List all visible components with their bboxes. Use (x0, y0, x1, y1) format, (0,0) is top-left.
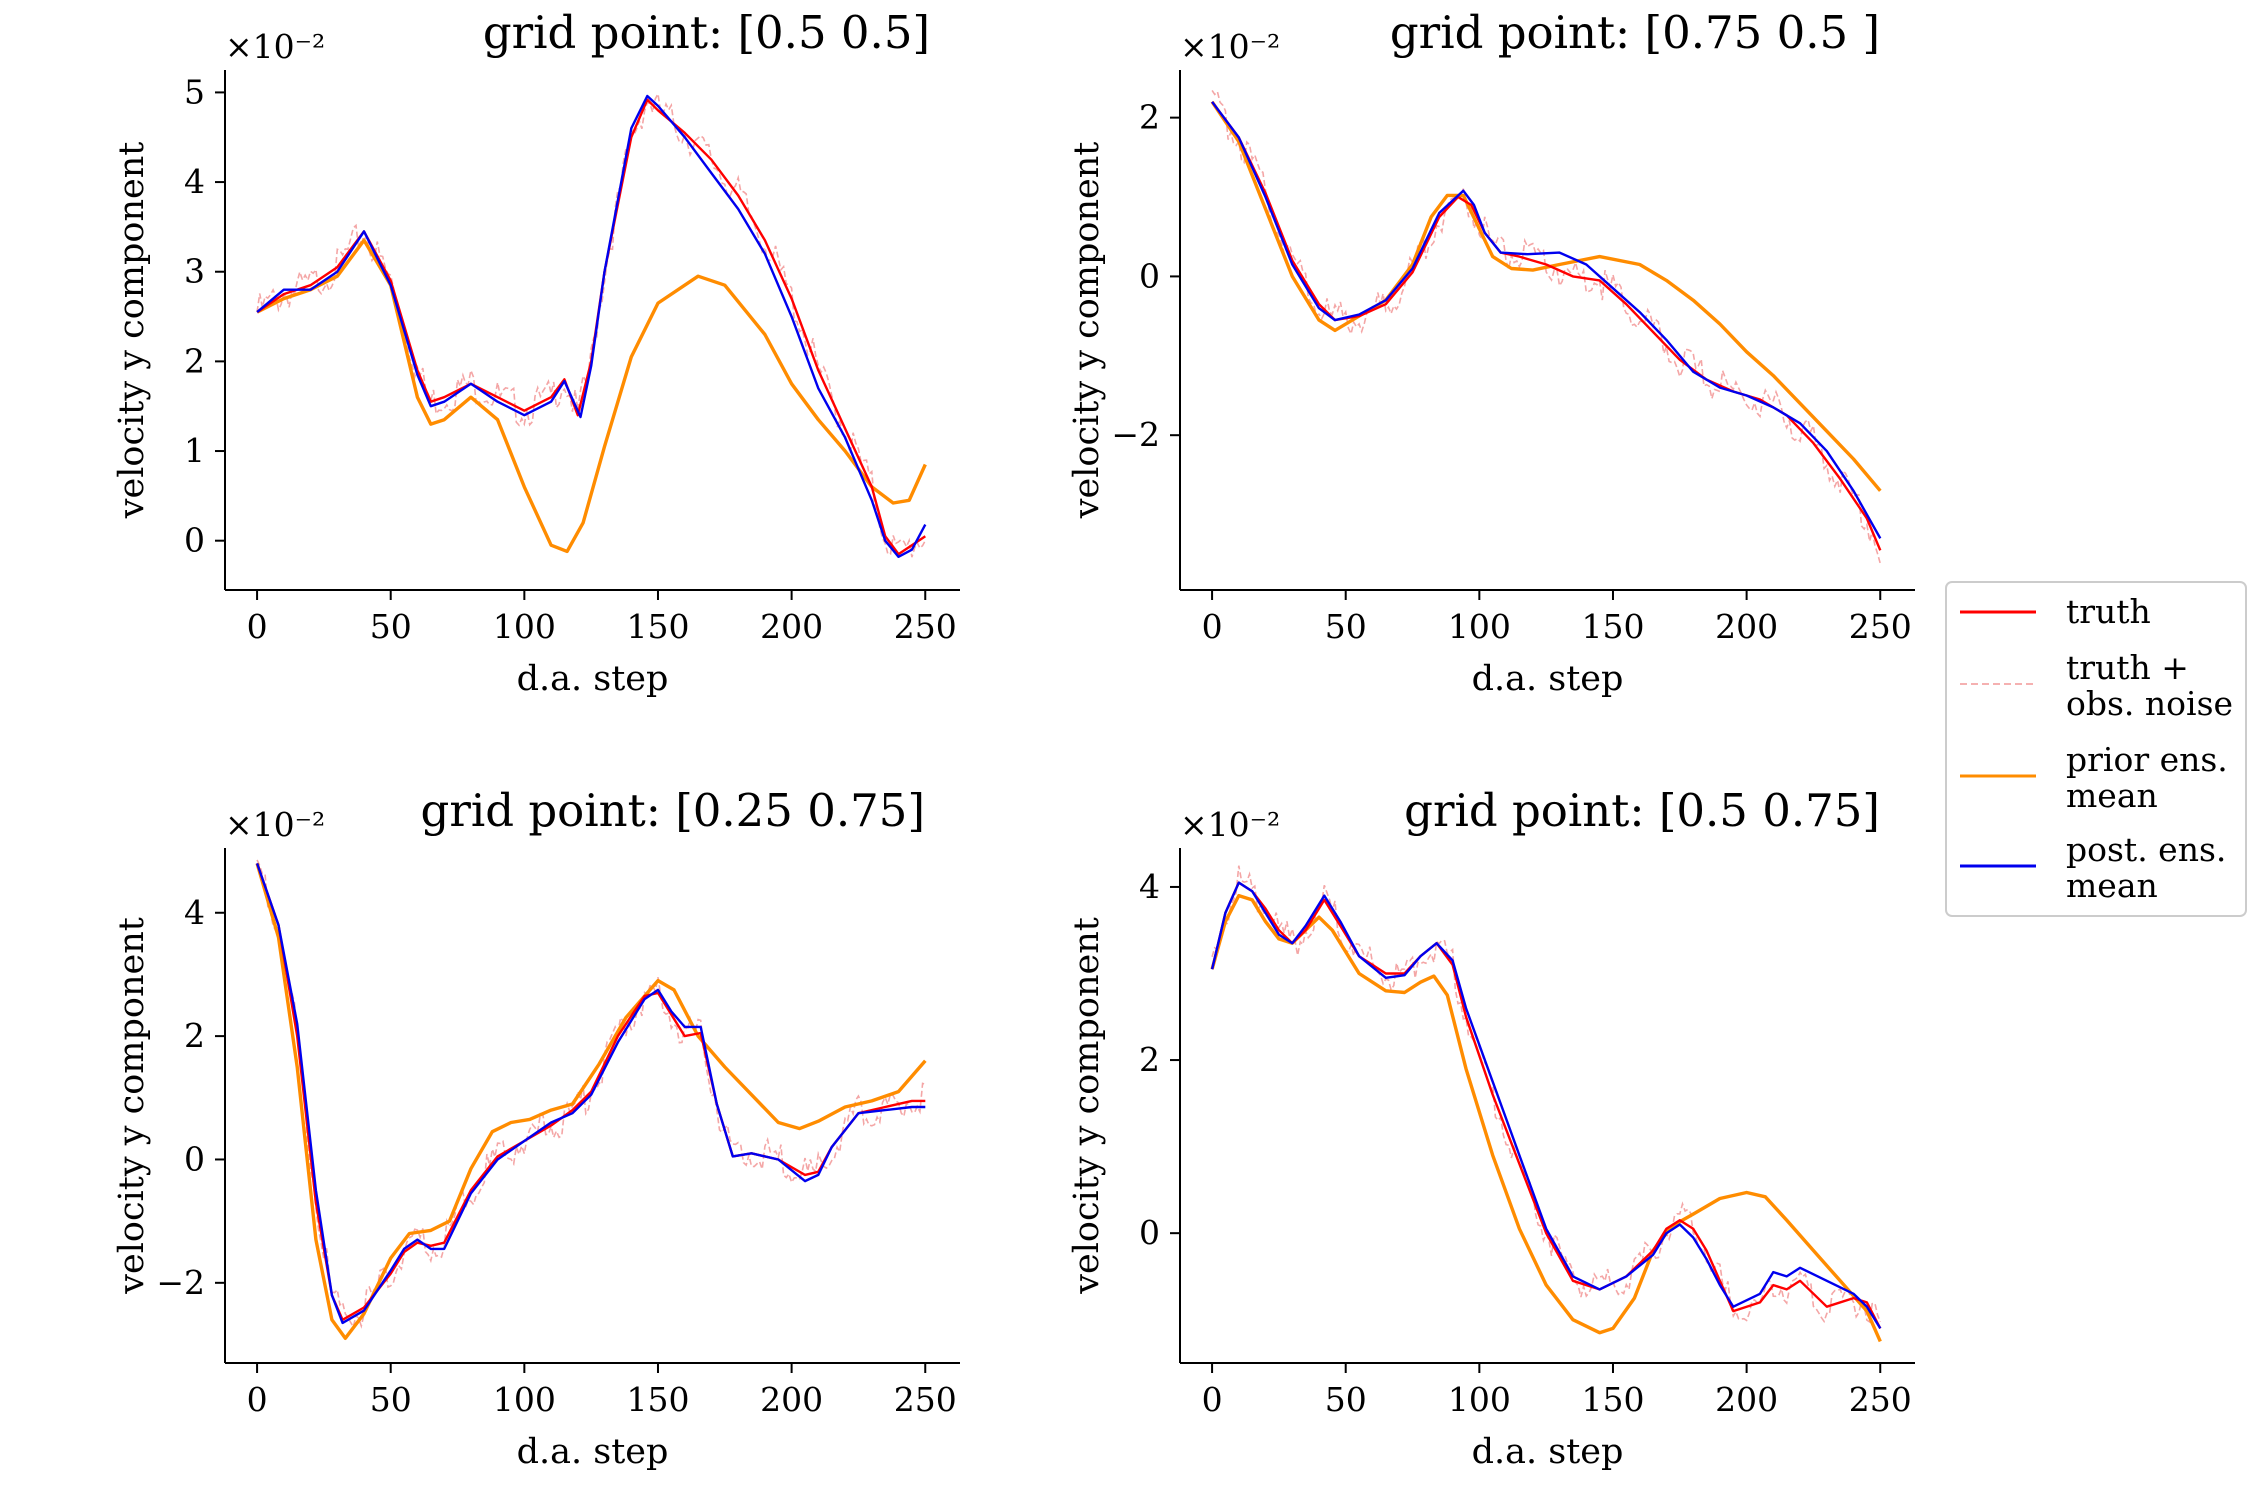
y-scale-label: ×10⁻² (225, 805, 325, 844)
series-line-prior-ens-mean (256, 238, 927, 554)
y-tick-label: −2 (1111, 415, 1160, 454)
x-tick-label: 250 (894, 1380, 957, 1419)
legend-label: truth + (2066, 648, 2189, 687)
subplot-grid-point-0.25-0.75: 0 50 100 150 200 250 −2 0 2 4 ×10⁻² grid point: [0.… (112, 784, 960, 1472)
y-axis-label: velocity y component (1067, 917, 1107, 1295)
x-axis-label: d.a. step (1472, 659, 1624, 699)
series-line-post-ens-mean (256, 94, 927, 558)
subplot-title: grid point: [0.75 0.5 ] (1390, 6, 1880, 59)
series-line-truth-obs-noise (256, 91, 927, 558)
series-line-post-ens-mean (1211, 101, 1882, 539)
series-line-post-ens-mean (255, 863, 926, 1325)
y-tick-label: 2 (1139, 98, 1160, 137)
y-tick-label: 4 (184, 893, 205, 932)
x-tick-label: 200 (1715, 1380, 1778, 1419)
series-line-prior-ens-mean (255, 862, 927, 1340)
legend-label: truth (2066, 592, 2151, 631)
x-tick-label: 100 (1448, 607, 1511, 646)
legend-frame (1945, 581, 2247, 917)
x-tick-label: 150 (1581, 1380, 1644, 1419)
x-axis-label: d.a. step (517, 1432, 669, 1472)
y-tick-label: 1 (184, 431, 205, 470)
y-tick-label: −2 (156, 1263, 205, 1302)
x-tick-label: 50 (1325, 1380, 1367, 1419)
x-tick-label: 0 (247, 1380, 268, 1419)
x-tick-label: 250 (894, 607, 957, 646)
series-line-prior-ens-mean (1210, 893, 1882, 1343)
x-tick-label: 0 (247, 607, 268, 646)
subplot-title: grid point: [0.5 0.75] (1404, 784, 1880, 837)
y-scale-label: ×10⁻² (1180, 805, 1280, 844)
y-tick-label: 4 (1139, 867, 1160, 906)
series-line-post-ens-mean (1210, 881, 1882, 1330)
y-tick-label: 0 (1139, 1213, 1160, 1252)
x-tick-label: 0 (1202, 1380, 1223, 1419)
y-tick-label: 2 (184, 1016, 205, 1055)
x-tick-label: 150 (626, 1380, 689, 1419)
subplot-grid-point-0.5-0.5: 0 50 100 150 200 250 0 1 2 3 4 5 ×10⁻² grid point: [0… (112, 6, 960, 699)
legend-label: mean (2066, 866, 2158, 905)
series-line-prior-ens-mean (1210, 100, 1882, 492)
y-axis-label: velocity y component (112, 917, 152, 1295)
legend-label: mean (2066, 776, 2158, 815)
series-line-truth (1210, 881, 1882, 1329)
y-tick-label: 4 (184, 162, 205, 201)
x-tick-label: 50 (370, 1380, 412, 1419)
x-axis-label: d.a. step (1472, 1432, 1624, 1472)
x-tick-label: 50 (1325, 607, 1367, 646)
y-tick-label: 3 (184, 252, 205, 291)
legend-label: prior ens. (2066, 740, 2228, 779)
subplot-grid-point-0.75-0.5: 0 50 100 150 200 250 −2 0 2 ×10⁻² grid point: [0.7… (1067, 6, 1915, 699)
legend-label: post. ens. (2066, 830, 2226, 869)
series-line-truth-obs-noise (1211, 89, 1882, 564)
y-tick-label: 0 (184, 1139, 205, 1178)
y-scale-label: ×10⁻² (225, 27, 325, 66)
x-tick-label: 100 (493, 1380, 556, 1419)
x-tick-label: 150 (1581, 607, 1644, 646)
series-line-truth-obs-noise (256, 859, 926, 1330)
y-tick-label: 0 (184, 521, 205, 560)
y-axis-label: velocity y component (112, 142, 152, 520)
x-tick-label: 0 (1202, 607, 1223, 646)
subplot-grid-point-0.5-0.75: 0 50 100 150 200 250 0 2 4 ×10⁻² grid point: [0.5 … (1067, 784, 1915, 1472)
subplot-title: grid point: [0.5 0.5] (483, 6, 930, 59)
series-line-truth (255, 863, 926, 1321)
x-tick-label: 200 (1715, 607, 1778, 646)
subplot-title: grid point: [0.25 0.75] (421, 784, 925, 837)
x-tick-label: 100 (1448, 1380, 1511, 1419)
x-tick-label: 50 (370, 607, 412, 646)
y-tick-label: 5 (184, 72, 205, 111)
series-line-truth (1211, 101, 1882, 551)
x-tick-label: 250 (1849, 1380, 1912, 1419)
y-tick-label: 0 (1139, 256, 1160, 295)
x-tick-label: 200 (760, 607, 823, 646)
y-tick-label: 2 (184, 341, 205, 380)
x-tick-label: 200 (760, 1380, 823, 1419)
y-axis-label: velocity y component (1067, 142, 1107, 520)
legend-label: obs. noise (2066, 684, 2233, 723)
series-line-truth (256, 98, 926, 556)
series-line-truth-obs-noise (1211, 865, 1882, 1324)
y-tick-label: 2 (1139, 1040, 1160, 1079)
x-tick-label: 250 (1849, 607, 1912, 646)
x-tick-label: 150 (626, 607, 689, 646)
y-scale-label: ×10⁻² (1180, 27, 1280, 66)
x-axis-label: d.a. step (517, 659, 669, 699)
x-tick-label: 100 (493, 607, 556, 646)
